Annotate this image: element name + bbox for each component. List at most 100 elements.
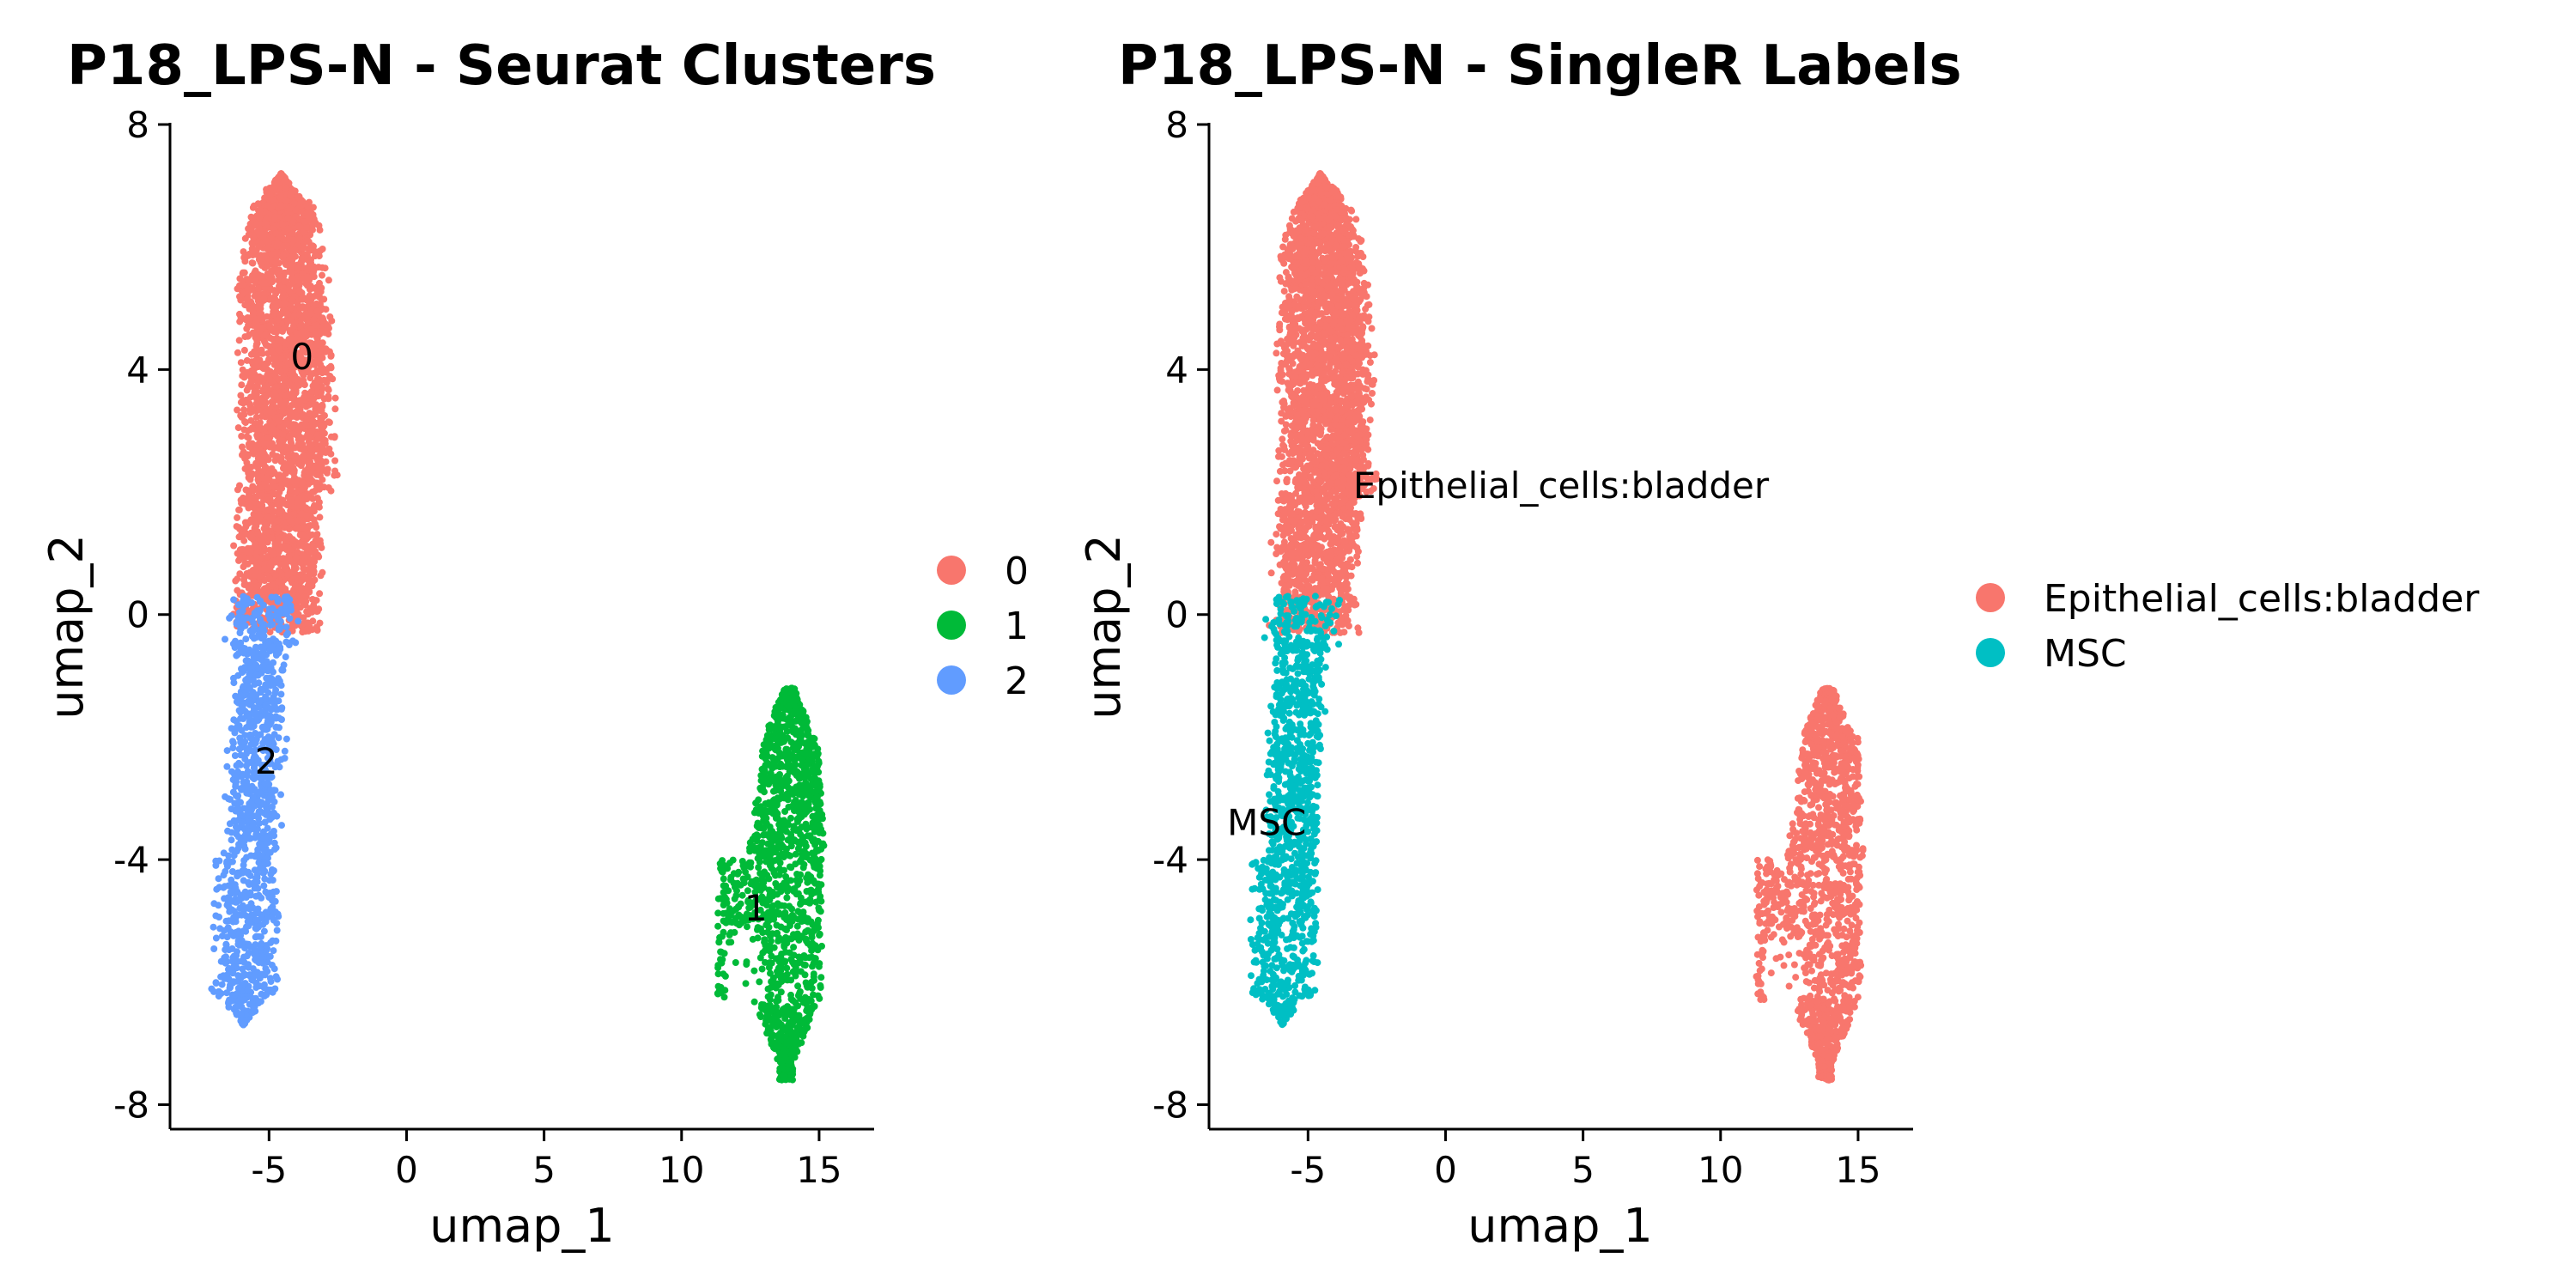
scatter-point	[222, 793, 229, 800]
scatter-point	[272, 383, 280, 391]
scatter-point	[239, 702, 246, 710]
scatter-point	[251, 544, 258, 551]
scatter-point	[225, 882, 232, 890]
scatter-point	[239, 545, 246, 553]
scatter-point	[258, 543, 266, 550]
scatter-point	[239, 451, 246, 459]
scatter-point	[783, 964, 791, 972]
scatter-point	[235, 759, 243, 767]
scatter-point	[300, 328, 307, 336]
scatter-point	[756, 978, 763, 986]
scatter-point	[301, 525, 309, 532]
scatter-point	[319, 316, 327, 324]
scatter-point	[281, 177, 289, 185]
scatter-point	[318, 415, 325, 422]
scatter-point	[307, 388, 315, 395]
scatter-point	[304, 431, 312, 439]
scatter-point	[233, 652, 240, 659]
scatter-point	[254, 200, 262, 208]
scatter-point	[237, 691, 244, 699]
scatter-point	[234, 957, 241, 965]
scatter-point	[310, 516, 318, 524]
scatter-point	[796, 989, 804, 997]
scatter-point	[271, 303, 279, 311]
scatter-point	[331, 434, 338, 441]
scatter-point	[259, 662, 267, 669]
scatter-point	[231, 752, 239, 759]
scatter-point	[304, 282, 311, 289]
scatter-point	[229, 744, 237, 751]
scatter-point	[286, 615, 294, 623]
scatter-point	[213, 885, 221, 893]
scatter-point	[238, 381, 246, 389]
scatter-point	[302, 403, 310, 410]
scatter-point	[273, 251, 281, 258]
scatter-point	[268, 643, 276, 651]
scatter-point	[264, 434, 271, 441]
scatter-point	[230, 852, 238, 860]
scatter-point	[270, 635, 277, 643]
scatter-point	[313, 375, 321, 383]
scatter-point	[228, 991, 236, 999]
scatter-point	[252, 788, 260, 796]
scatter-point	[210, 945, 218, 952]
scatter-point	[310, 221, 318, 228]
scatter-point	[268, 534, 276, 542]
scatter-point	[245, 584, 252, 592]
scatter-point	[222, 973, 229, 981]
scatter-point	[242, 635, 250, 643]
scatter-point	[262, 888, 270, 896]
scatter-point	[234, 406, 241, 414]
scatter-point	[289, 323, 297, 330]
scatter-point	[250, 1005, 258, 1012]
scatter-point	[258, 894, 265, 902]
scatter-point	[323, 346, 331, 354]
scatter-point	[240, 683, 247, 690]
scatter-point	[269, 892, 276, 900]
scatter-point	[212, 979, 220, 987]
scatter-point	[309, 417, 317, 425]
scatter-point	[275, 714, 283, 722]
scatter-point	[270, 468, 278, 476]
scatter-point	[236, 556, 244, 563]
scatter-point	[233, 724, 240, 732]
scatter-point	[258, 554, 266, 562]
scatter-point	[246, 443, 253, 451]
scatter-point	[281, 301, 289, 308]
scatter-point	[276, 677, 283, 685]
scatter-point	[264, 689, 272, 696]
scatter-point	[283, 419, 291, 427]
scatter-point	[252, 277, 259, 285]
scatter-point	[256, 206, 264, 214]
scatter-point	[320, 395, 328, 403]
scatter-point	[299, 303, 307, 311]
scatter-point	[305, 547, 313, 555]
scatter-point	[257, 598, 264, 605]
scatter-point	[239, 607, 246, 615]
scatter-point	[257, 229, 264, 237]
scatter-point	[321, 264, 329, 272]
scatter-point	[307, 441, 315, 449]
scatter-point	[238, 820, 246, 828]
scatter-point	[310, 507, 318, 515]
scatter-point	[238, 314, 246, 322]
scatter-point	[277, 791, 284, 799]
scatter-point	[284, 214, 292, 222]
scatter-point	[273, 613, 281, 621]
scatter-point	[228, 929, 235, 937]
scatter-point	[276, 578, 284, 586]
scatter-point	[269, 877, 276, 884]
scatter-point	[244, 571, 252, 579]
scatter-point	[290, 236, 298, 244]
scatter-point	[811, 976, 817, 984]
scatter-point	[261, 331, 269, 339]
scatter-point	[260, 633, 268, 640]
scatter-point	[218, 981, 226, 988]
scatter-point	[269, 451, 276, 459]
scatter-point	[254, 848, 262, 856]
scatter-point	[248, 424, 256, 432]
scatter-point	[235, 506, 243, 513]
scatter-point	[278, 822, 285, 829]
scatter-point	[331, 405, 339, 413]
scatter-point	[240, 399, 247, 407]
